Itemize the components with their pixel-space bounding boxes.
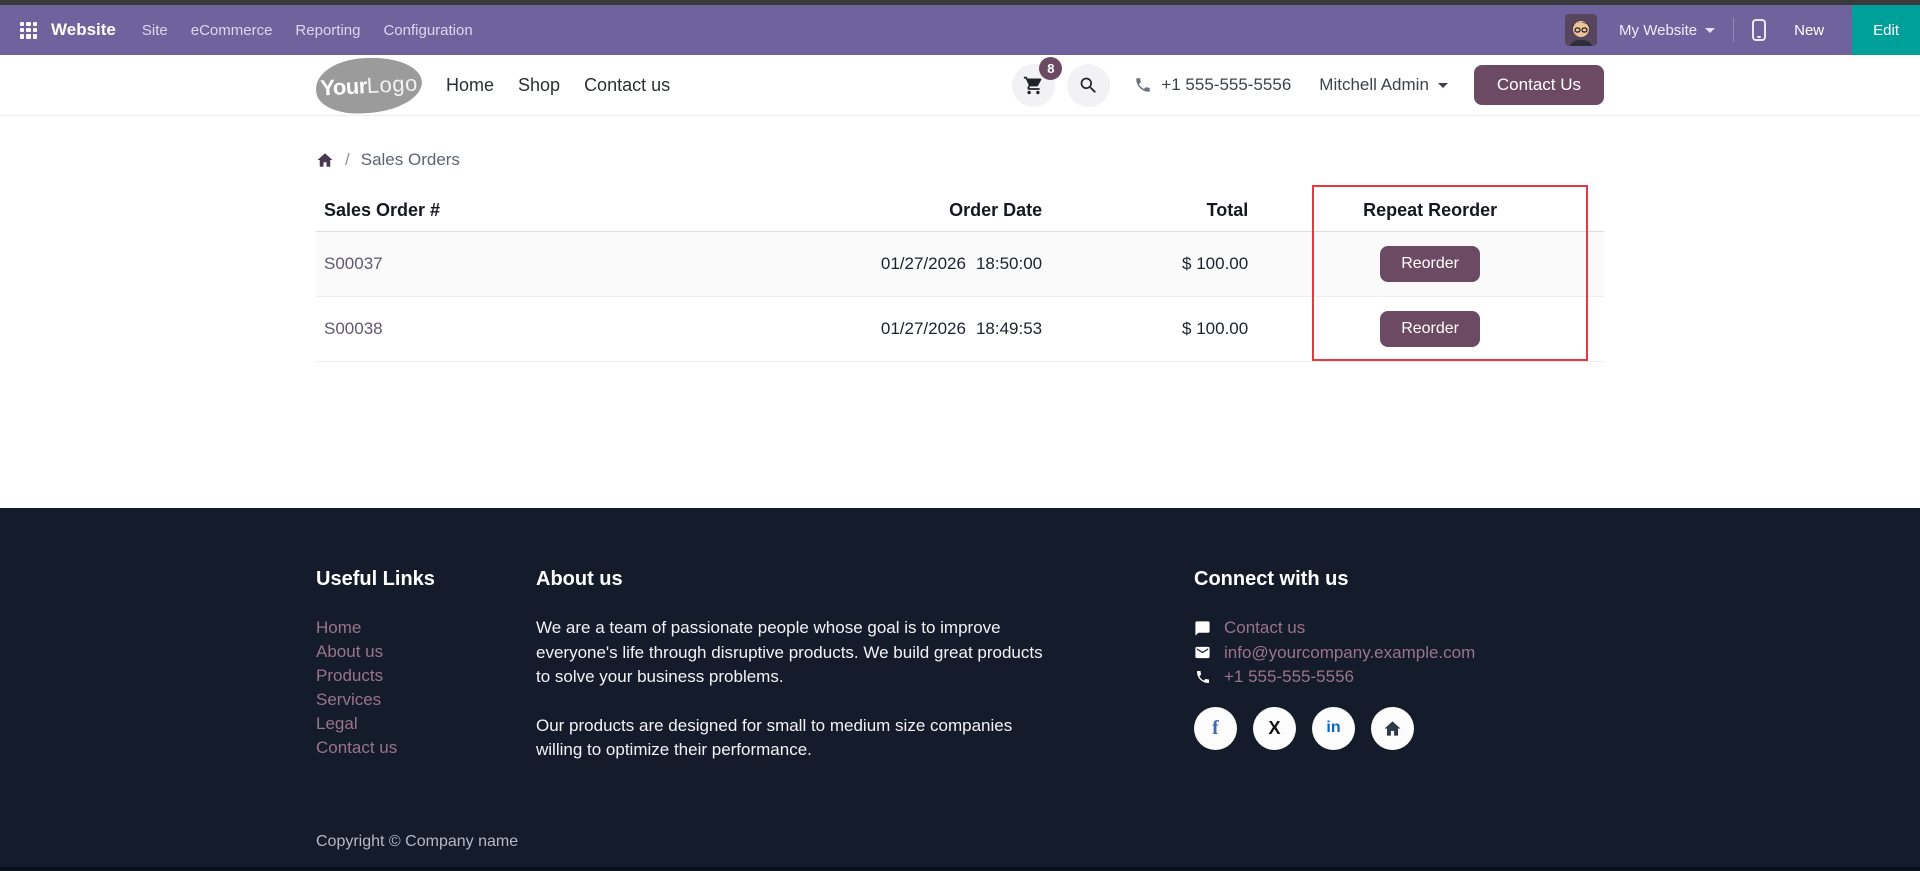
search-icon <box>1080 77 1097 93</box>
topbar-menu-ecommerce[interactable]: eCommerce <box>190 21 273 39</box>
footer-link-home[interactable]: Home <box>316 618 362 637</box>
user-avatar[interactable] <box>1565 14 1598 46</box>
breadcrumb-home-link[interactable] <box>316 151 334 169</box>
connect-title: Connect with us <box>1194 568 1349 590</box>
user-menu[interactable]: Mitchell Admin <box>1319 75 1448 95</box>
topbar-menu-site[interactable]: Site <box>141 21 168 39</box>
chevron-down-icon <box>1705 27 1716 33</box>
envelope-icon <box>1194 644 1211 661</box>
footer-about: About us We are a team of passionate peo… <box>536 568 1056 787</box>
about-paragraph-1: We are a team of passionate people whose… <box>536 618 1043 686</box>
nav-contact-us[interactable]: Contact us <box>584 74 671 95</box>
avatar-image <box>1565 14 1598 46</box>
copyright-text: Copyright © Company name <box>316 833 519 850</box>
footer-email-label: info@yourcompany.example.com <box>1224 642 1476 662</box>
site-logo[interactable]: Your Logo <box>314 54 424 116</box>
new-button[interactable]: New <box>1788 21 1830 40</box>
col-header-sales-order: Sales Order # <box>316 194 870 232</box>
reorder-button[interactable]: Reorder <box>1380 246 1481 282</box>
website-home-icon[interactable] <box>1371 706 1414 750</box>
mobile-preview-icon[interactable] <box>1752 19 1767 41</box>
table-row: S00037 01/27/2026 18:50:00 $ 100.00 Reord… <box>316 231 1604 297</box>
footer-contact-label: Contact us <box>1224 618 1306 637</box>
footer-connect: Connect with us Contact us info@yourcomp… <box>1194 568 1475 787</box>
linkedin-icon[interactable]: in <box>1312 706 1355 750</box>
site-nav: Home Shop Contact us <box>446 75 670 96</box>
site-header: Your Logo Home Shop Contact us 8 <box>0 54 1920 116</box>
order-total-cell: $ 100.00 <box>1050 231 1257 297</box>
social-icons-row: f X in <box>1194 706 1475 750</box>
user-menu-label: Mitchell Admin <box>1319 75 1429 94</box>
useful-links-title: Useful Links <box>316 568 435 590</box>
footer-link-services[interactable]: Services <box>316 690 382 709</box>
order-link[interactable]: S00038 <box>324 319 383 338</box>
reorder-button[interactable]: Reorder <box>1380 311 1481 347</box>
topbar-menu: Site eCommerce Reporting Configuration <box>142 22 473 39</box>
website-selector[interactable]: My Website <box>1619 21 1716 39</box>
breadcrumb-current: Sales Orders <box>360 150 460 169</box>
footer-link-legal[interactable]: Legal <box>316 714 358 733</box>
nav-shop[interactable]: Shop <box>518 74 561 95</box>
footer-link-products[interactable]: Products <box>316 666 384 685</box>
logo-text-your: Your <box>319 72 368 100</box>
chevron-down-icon <box>1437 82 1448 88</box>
footer-useful-links: Useful Links Home About us Products Serv… <box>316 568 496 787</box>
footer-phone-link[interactable]: +1 555-555-5556 <box>1194 665 1475 690</box>
apps-grid-icon[interactable] <box>20 21 37 39</box>
topbar-divider <box>1733 18 1735 42</box>
chat-bubble-icon <box>1194 620 1211 637</box>
edit-button[interactable]: Edit <box>1852 5 1920 55</box>
cart-button[interactable]: 8 <box>1012 56 1063 107</box>
header-phone-link[interactable]: +1 555-555-5556 <box>1134 75 1291 95</box>
breadcrumb-separator: / <box>345 150 350 169</box>
x-twitter-icon[interactable]: X <box>1253 706 1296 750</box>
col-header-order-date: Order Date <box>869 194 1051 232</box>
header-phone-number: +1 555-555-5556 <box>1161 75 1292 94</box>
breadcrumb: / Sales Orders <box>316 116 1604 170</box>
footer-email-link[interactable]: info@yourcompany.example.com <box>1194 641 1475 666</box>
topbar-menu-reporting[interactable]: Reporting <box>295 21 361 39</box>
order-date-cell: 01/27/2026 18:49:53 <box>869 296 1051 362</box>
order-link[interactable]: S00037 <box>324 254 383 273</box>
home-icon <box>317 153 333 167</box>
contact-us-button[interactable]: Contact Us <box>1473 65 1604 105</box>
topbar-menu-configuration[interactable]: Configuration <box>383 21 473 39</box>
footer-phone-label: +1 555-555-5556 <box>1224 667 1354 686</box>
logo-text-logo: Logo <box>366 69 419 98</box>
footer-contact-link[interactable]: Contact us <box>1194 616 1475 641</box>
col-header-repeat-reorder: Repeat Reorder <box>1256 194 1604 232</box>
window-bottom-strip <box>0 867 1920 871</box>
cart-icon <box>1024 76 1042 94</box>
order-date-cell: 01/27/2026 18:50:00 <box>869 231 1051 297</box>
orders-table: Sales Order # Order Date Total Repeat Re… <box>316 194 1604 362</box>
topbar-right: My Website New Edit <box>1565 5 1920 55</box>
window-top-strip <box>0 0 1920 5</box>
col-header-total: Total <box>1050 194 1257 232</box>
about-paragraph-2: Our products are designed for small to m… <box>536 715 1013 760</box>
header-right: 8 +1 555-555-5556 Mitchell Admin Contact… <box>1012 56 1604 107</box>
search-button[interactable] <box>1067 63 1111 107</box>
nav-home[interactable]: Home <box>446 74 495 95</box>
table-row: S00038 01/27/2026 18:49:53 $ 100.00 Reord… <box>316 296 1604 362</box>
orders-header-row: Sales Order # Order Date Total Repeat Re… <box>316 194 1604 232</box>
phone-icon <box>1194 669 1211 685</box>
topbar-brand-website[interactable]: Website <box>51 20 116 39</box>
website-selector-label: My Website <box>1619 21 1698 39</box>
main-content: / Sales Orders Sales Order # Order Date … <box>0 116 1920 508</box>
copyright-bar: Copyright © Company name <box>0 833 1920 867</box>
topbar-left: Website Site eCommerce Reporting Configu… <box>0 5 473 55</box>
footer-link-contact-us[interactable]: Contact us <box>316 738 398 757</box>
odoo-topbar: Website Site eCommerce Reporting Configu… <box>0 5 1920 55</box>
cart-count-badge: 8 <box>1039 56 1063 80</box>
order-total-cell: $ 100.00 <box>1050 296 1257 362</box>
orders-table-zone: Sales Order # Order Date Total Repeat Re… <box>316 185 1604 362</box>
footer-link-about-us[interactable]: About us <box>316 642 384 661</box>
about-title: About us <box>536 568 623 590</box>
phone-icon <box>1136 78 1151 92</box>
facebook-icon[interactable]: f <box>1194 706 1237 750</box>
site-footer: Useful Links Home About us Products Serv… <box>0 508 1920 867</box>
